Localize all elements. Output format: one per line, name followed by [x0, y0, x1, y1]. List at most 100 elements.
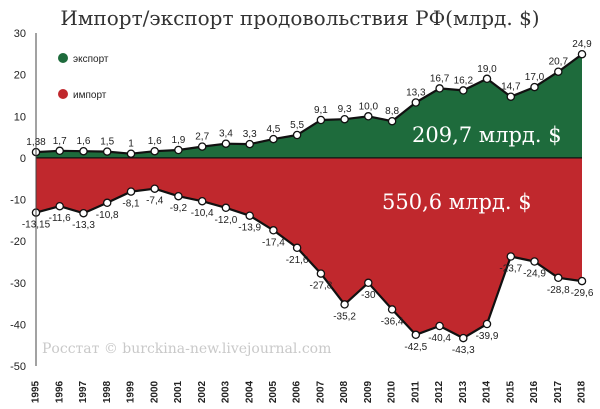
export-point-2000	[150, 146, 159, 156]
export-point-1997	[79, 146, 88, 156]
import-point-2007	[316, 269, 326, 278]
x-tick-label-1995: 1995	[31, 380, 42, 403]
export-total-annotation: 209,7 млрд. $	[412, 123, 562, 147]
import-label-2002: -10,4	[191, 208, 214, 219]
export-area	[36, 54, 582, 158]
export-label-2007: 9,1	[314, 105, 328, 116]
x-tick-label-1998: 1998	[102, 380, 113, 403]
x-tick-label-2011: 2011	[410, 381, 421, 403]
import-point-2001	[174, 191, 183, 201]
export-point-1996	[55, 146, 64, 156]
x-tick-label-2006: 2006	[292, 380, 303, 403]
markers	[31, 49, 587, 343]
import-point-2010	[387, 305, 397, 314]
watermark: Росстат © burckina-new.livejournal.com	[42, 341, 331, 357]
export-point-2002	[197, 142, 207, 151]
import-label-2004: -13,9	[238, 223, 261, 234]
import-label-2006: -21,6	[286, 255, 309, 266]
legend-label-export: экспорт	[73, 54, 109, 65]
import-label-1997: -13,3	[72, 220, 95, 231]
import-label-2013: -43,3	[452, 345, 475, 356]
x-tick-label-2014: 2014	[482, 380, 493, 403]
import-label-1998: -10,8	[96, 210, 119, 221]
import-label-2008: -35,2	[333, 311, 356, 322]
import-point-2005	[269, 226, 278, 235]
import-point-2003	[221, 203, 231, 213]
import-point-2012	[435, 321, 444, 331]
export-label-1998: 1,5	[100, 137, 114, 148]
import-label-2010: -36,4	[381, 316, 404, 327]
x-tick-label-2016: 2016	[529, 380, 540, 403]
import-label-2014: -39,9	[476, 331, 499, 342]
export-label-1997: 1,6	[77, 136, 91, 147]
import-point-2004	[245, 211, 254, 220]
import-point-2013	[459, 333, 468, 343]
import-point-2008	[340, 300, 349, 309]
import-line	[35, 187, 583, 340]
import-label-2001: -9,2	[170, 203, 188, 214]
x-tick-label-2001: 2001	[173, 380, 184, 403]
import-point-2011	[411, 330, 421, 340]
export-point-1999	[126, 149, 136, 158]
export-label-2012: 16,7	[430, 73, 450, 84]
export-point-2006	[292, 130, 302, 140]
export-label-2010: 8,8	[385, 106, 399, 117]
x-tick-label-2008: 2008	[339, 380, 350, 403]
y-tick-label: -10	[10, 195, 26, 207]
y-tick-label: 20	[14, 70, 26, 82]
export-point-2005	[269, 134, 278, 144]
export-point-2001	[174, 145, 183, 155]
import-label-2017: -28,8	[547, 285, 570, 296]
import-label-1996: -11,6	[49, 213, 71, 224]
export-label-2002: 2,7	[195, 132, 209, 143]
x-tick-label-1999: 1999	[126, 380, 137, 403]
export-point-2012	[435, 84, 444, 93]
export-point-2008	[340, 114, 349, 124]
x-tick-label-2004: 2004	[244, 380, 255, 403]
import-label-2018: -29,6	[571, 288, 594, 299]
import-label-2016: -24,9	[523, 269, 546, 280]
export-label-2014: 19,0	[477, 64, 497, 75]
legend-marker-export	[58, 53, 68, 63]
y-tick-label: -50	[10, 361, 26, 373]
import-total-annotation: 550,6 млрд. $	[382, 190, 532, 214]
x-tick-label-1997: 1997	[78, 380, 89, 403]
import-area	[36, 157, 582, 339]
x-tick-label-2007: 2007	[316, 380, 327, 403]
import-label-2015: -23,7	[499, 264, 522, 275]
export-point-2009	[364, 112, 373, 121]
y-tick-label: -40	[10, 319, 26, 331]
import-point-2002	[197, 196, 207, 206]
x-tick-label-2017: 2017	[553, 380, 564, 403]
export-label-2016: 17,0	[525, 72, 545, 83]
x-tick-label-2013: 2013	[458, 380, 469, 403]
x-tick-label-2012: 2012	[434, 380, 445, 403]
export-label-2011: 13,3	[406, 88, 426, 99]
export-label-2003: 3,4	[219, 129, 233, 140]
export-label-2008: 9,3	[338, 104, 352, 115]
export-label-2006: 5,5	[290, 120, 304, 131]
export-label-2009: 10,0	[359, 101, 379, 112]
areas	[36, 54, 582, 339]
y-tick-label: -20	[10, 236, 26, 248]
export-label-1996: 1,7	[53, 136, 67, 147]
export-label-2013: 16,2	[454, 75, 474, 86]
import-label-2011: -42,5	[404, 342, 427, 353]
import-point-2009	[364, 278, 373, 288]
y-tick-label: -30	[10, 278, 26, 290]
import-label-2009: -30	[361, 290, 376, 301]
export-point-2017	[554, 67, 563, 76]
export-point-2007	[316, 115, 326, 125]
x-tick-label-2000: 2000	[149, 380, 160, 403]
import-point-2018	[577, 276, 587, 286]
import-label-1999: -8,1	[122, 199, 140, 210]
chart-title: Импорт/экспорт продовольствия РФ(млрд. $…	[60, 6, 539, 30]
x-tick-label-1996: 1996	[54, 380, 65, 403]
import-point-2014	[482, 319, 492, 329]
export-point-2013	[459, 86, 468, 95]
export-point-2018	[577, 49, 587, 59]
export-label-1999: 1	[128, 139, 134, 150]
data-labels: 1,38 1,7 1,6 1,5 1 1,6 1,9 2,7 3,4 3,3 4,5 5,59,1 9,…	[22, 39, 594, 356]
